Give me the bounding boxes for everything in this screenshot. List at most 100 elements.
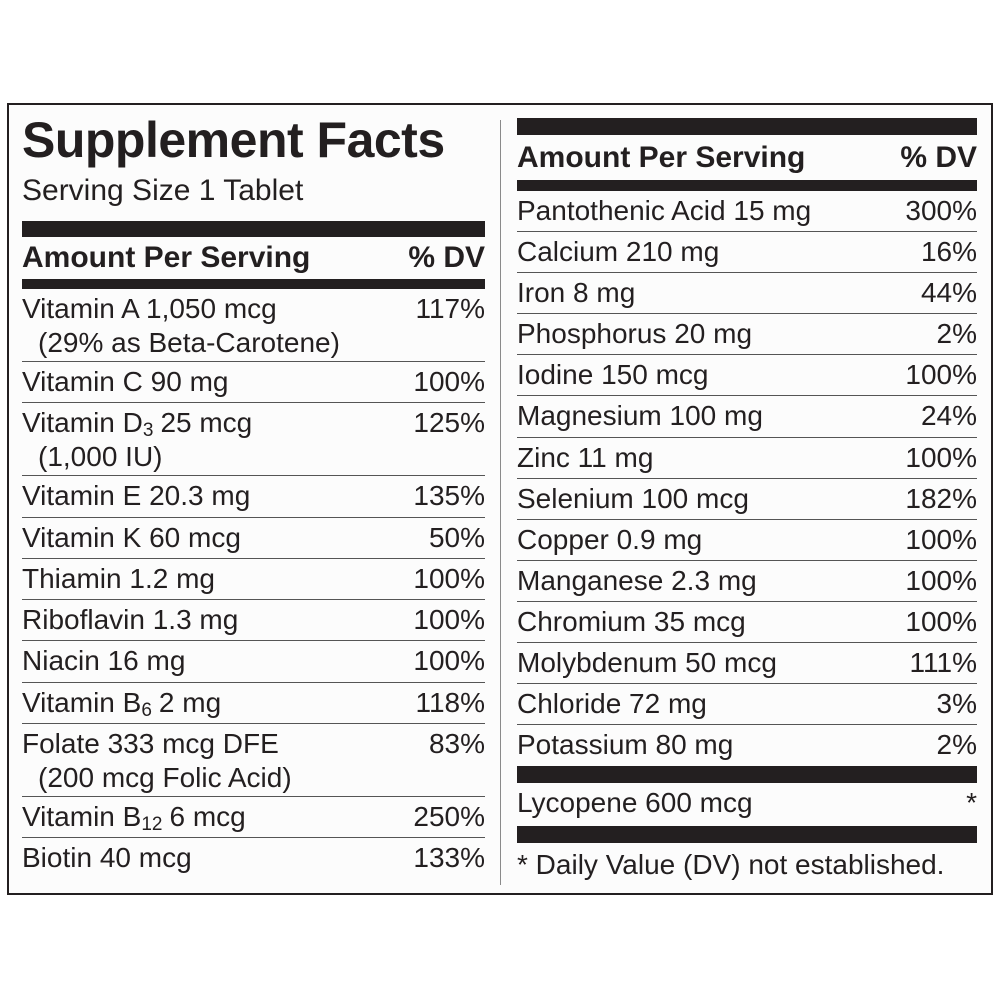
nutrient-name: Molybdenum 50 mcg — [517, 647, 777, 679]
nutrient-name: Vitamin D — [22, 407, 143, 439]
nutrient-row: Zinc 11 mg 100% — [517, 438, 977, 479]
daily-value: 111% — [909, 647, 977, 679]
nutrient-label: Copper 0.9 mg — [517, 520, 702, 560]
nutrient-row: Vitamin B12 6 mcg 250% — [22, 797, 485, 839]
column-header: Amount Per Serving % DV — [22, 237, 485, 279]
daily-value: 182% — [905, 482, 977, 514]
nutrient-row: Phosphorus 20 mg 2% — [517, 314, 977, 356]
daily-value: 100% — [905, 523, 977, 555]
nutrient-row: Biotin 40 mcg 133% — [22, 838, 485, 879]
nutrient-name: Potassium 80 mg — [517, 729, 734, 761]
dv-header: % DV — [900, 141, 977, 174]
thick-rule — [517, 766, 977, 784]
nutrient-label: Potassium 80 mg — [517, 725, 733, 766]
nutrient-label: Vitamin D3 25 mcg (1,000 IU) — [22, 403, 252, 475]
nutrient-name: Zinc 11 mg — [517, 441, 654, 473]
daily-value: 100% — [905, 359, 977, 391]
daily-value: * — [966, 787, 977, 819]
nutrient-row: Thiamin 1.2 mg 100% — [22, 559, 485, 601]
rule — [22, 279, 485, 289]
nutrient-name: Biotin 40 mcg — [22, 842, 192, 874]
nutrient-name: Manganese 2.3 mg — [517, 564, 757, 596]
nutrient-name: Pantothenic Acid 15 mg — [517, 195, 812, 226]
nutrient-name: Copper 0.9 mg — [517, 523, 703, 555]
amount-header: Amount Per Serving — [517, 141, 806, 174]
nutrient-row: Vitamin E 20.3 mg 135% — [22, 476, 485, 518]
nutrient-label: Vitamin B6 2 mg — [22, 683, 221, 723]
nutrient-list: Vitamin A 1,050 mcg (29% as Beta-Carotene… — [22, 289, 485, 880]
nutrient-label: Vitamin E 20.3 mg — [22, 476, 250, 516]
nutrient-name: Vitamin E 20.3 mg — [22, 480, 251, 512]
nutrient-name: Selenium 100 mcg — [517, 482, 749, 514]
nutrient-label: Pantothenic Acid 15 mg — [517, 191, 811, 231]
serving-size: Serving Size 1 Tablet — [22, 174, 304, 207]
nutrient-name: Chromium 35 mcg — [517, 605, 746, 637]
nutrient-name: Vitamin C 90 mg — [22, 366, 229, 397]
daily-value: 44% — [920, 277, 977, 309]
nutrient-label: Chloride 72 mg — [517, 684, 707, 724]
daily-value: 100% — [413, 366, 485, 397]
nutrient-name: Chloride 72 mg — [517, 688, 707, 720]
nutrient-label: Phosphorus 20 mg — [517, 314, 752, 354]
nutrient-label: Biotin 40 mcg — [22, 838, 192, 879]
nutrient-row: Chromium 35 mcg 100% — [517, 602, 977, 644]
nutrient-name: Vitamin A 1,050 mcg — [22, 293, 277, 324]
nutrient-name: Folate 333 mcg DFE — [22, 728, 279, 760]
nutrient-row: Selenium 100 mcg 182% — [517, 479, 977, 520]
nutrient-name: Vitamin B — [22, 686, 142, 718]
nutrient-list: Pantothenic Acid 15 mg 300% Calcium 210 mg… — [517, 191, 977, 766]
nutrient-name: Vitamin K 60 mcg — [22, 521, 241, 553]
right-column: Amount Per Serving % DV Pantothenic Acid… — [517, 118, 977, 885]
nutrient-name: Vitamin B — [22, 801, 142, 833]
dv-header: % DV — [408, 241, 485, 274]
thick-rule — [22, 221, 485, 237]
nutrient-label: Magnesium 100 mg — [517, 396, 763, 436]
daily-value: 100% — [413, 562, 485, 594]
nutrient-note: (29% as Beta-Carotene) — [38, 327, 340, 358]
daily-value: 16% — [920, 236, 977, 268]
thick-rule — [517, 118, 977, 135]
amount-header: Amount Per Serving — [22, 241, 311, 274]
nutrient-label: Vitamin C 90 mg — [22, 362, 228, 402]
nutrient-note: (1,000 IU) — [38, 441, 163, 473]
nutrient-amount: 25 mcg — [160, 407, 253, 439]
nutrient-note: (200 mcg Folic Acid) — [38, 762, 292, 794]
nutrient-row: Iron 8 mg 44% — [517, 273, 977, 315]
nutrient-name: Thiamin 1.2 mg — [22, 562, 215, 594]
daily-value: 100% — [905, 605, 977, 637]
nutrient-label: Calcium 210 mg — [517, 232, 719, 272]
daily-value: 2% — [936, 729, 977, 761]
subscript: 12 — [141, 814, 163, 836]
daily-value: 83% — [428, 728, 485, 760]
nutrient-label: Vitamin A 1,050 mcg (29% as Beta-Carotene… — [22, 289, 340, 361]
nutrient-amount: 2 mg — [158, 686, 222, 718]
nutrient-label: Thiamin 1.2 mg — [22, 559, 215, 599]
nutrient-label: Molybdenum 50 mcg — [517, 643, 777, 683]
daily-value: 24% — [920, 400, 977, 432]
daily-value: 125% — [413, 407, 485, 439]
daily-value: 100% — [413, 604, 485, 636]
daily-value: 100% — [905, 441, 977, 473]
daily-value: 250% — [413, 801, 485, 833]
daily-value: 50% — [428, 521, 485, 553]
nutrient-name: Iron 8 mg — [517, 277, 636, 309]
nutrient-label: Riboflavin 1.3 mg — [22, 600, 238, 640]
daily-value: 3% — [936, 688, 977, 720]
nutrient-row: Molybdenum 50 mcg 111% — [517, 643, 977, 685]
daily-value: 118% — [415, 686, 485, 718]
daily-value: 100% — [905, 564, 977, 596]
nutrient-name: Phosphorus 20 mg — [517, 318, 753, 350]
subscript: 3 — [142, 420, 154, 442]
nutrient-row: Folate 333 mcg DFE (200 mcg Folic Acid) 83… — [22, 724, 485, 798]
nutrient-label: Niacin 16 mg — [22, 641, 185, 681]
nutrient-row: Pantothenic Acid 15 mg 300% — [517, 191, 977, 233]
rule — [517, 180, 977, 191]
nutrient-row: Vitamin K 60 mcg 50% — [22, 518, 485, 559]
nutrient-row: Calcium 210 mg 16% — [517, 232, 977, 274]
thick-rule — [517, 826, 977, 844]
daily-value: 133% — [413, 842, 485, 874]
daily-value: 117% — [415, 293, 485, 324]
nutrient-row: Chloride 72 mg 3% — [517, 684, 977, 726]
subscript: 6 — [141, 699, 152, 721]
